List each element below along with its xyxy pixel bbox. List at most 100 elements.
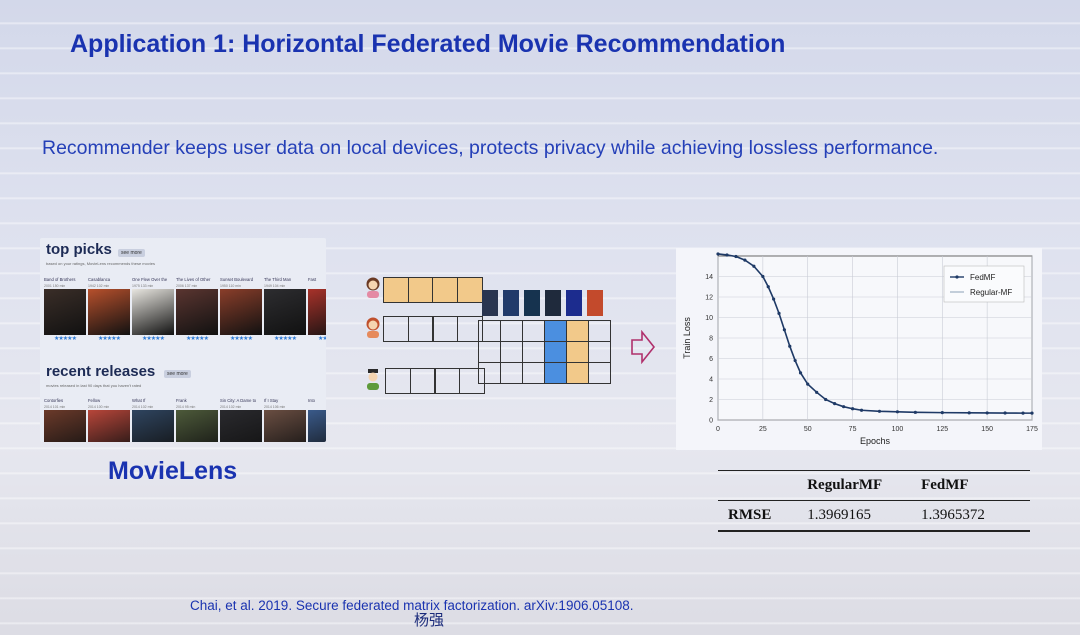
movie-card[interactable]: Casablanca 1942 102 min ★★★★★	[88, 277, 130, 344]
fedmf-data-point	[967, 411, 971, 415]
movie-card[interactable]: Fast ★★★★★	[308, 277, 326, 344]
movie-title: Fellow	[88, 398, 101, 403]
movie-poster[interactable]	[176, 289, 218, 335]
movie-meta: 2001 150 min	[44, 284, 66, 288]
x-axis-label: Epochs	[860, 436, 891, 446]
item-poster-thumb	[545, 290, 561, 316]
x-tick-label: 50	[804, 426, 812, 433]
y-tick-label: 6	[709, 356, 713, 363]
fedmf-data-point	[1021, 411, 1025, 415]
movie-poster[interactable]	[308, 289, 326, 335]
movie-title: Band of Brothers	[44, 277, 76, 282]
movie-poster[interactable]	[264, 410, 306, 442]
item-poster-thumb	[503, 290, 519, 316]
movie-poster[interactable]	[220, 289, 262, 335]
matrix-cell	[543, 361, 567, 384]
movie-meta: 2014 102 min	[132, 405, 154, 409]
movie-card[interactable]: Contorfies 2014 101 min	[44, 398, 86, 442]
table-header-regularmf: RegularMF	[807, 477, 883, 494]
fedmf-data-point	[877, 409, 882, 413]
movie-card[interactable]: Into	[308, 398, 326, 442]
fedmf-data-point	[798, 371, 803, 375]
top-picks-description: based on your ratings, MovieLens recomme…	[46, 261, 155, 266]
movie-meta: 1942 102 min	[88, 284, 110, 288]
movie-rating-stars[interactable]: ★★★★★	[186, 336, 209, 342]
movie-poster[interactable]	[44, 289, 86, 335]
matrix-cell	[587, 340, 611, 363]
movie-meta: 2014 101 min	[44, 405, 66, 409]
fedmf-data-point	[985, 411, 989, 415]
movie-poster[interactable]	[308, 410, 326, 442]
movie-rating-stars[interactable]: ★★★★★	[274, 336, 297, 342]
matrix-cell	[587, 319, 611, 342]
user-female-icon	[366, 277, 380, 298]
movie-meta: 2014 102 min	[220, 405, 242, 409]
recent-releases-description: movies released in last 90 days that you…	[46, 383, 142, 388]
movie-title: The Third Man	[264, 277, 292, 282]
legend-box	[943, 265, 1025, 303]
movie-title: Into	[308, 398, 315, 403]
movie-poster[interactable]	[220, 410, 262, 442]
movie-card[interactable]: Frank 2014 95 min	[176, 398, 218, 442]
movie-title: What If	[132, 398, 146, 403]
matrix-cell	[477, 340, 501, 363]
fedmf-data-point	[850, 407, 855, 411]
matrix-cell	[477, 319, 501, 342]
movielens-screenshot: top picks see more based on your ratings…	[40, 238, 326, 442]
fedmf-data-point	[761, 274, 765, 279]
y-tick-label: 2	[709, 397, 713, 404]
table-top-rule	[718, 470, 1030, 472]
movie-card[interactable]: One Flew Over the 1975 133 min ★★★★★	[132, 277, 174, 344]
movie-rating-stars[interactable]: ★★★★★	[142, 336, 165, 342]
movie-card[interactable]: Sunset Boulevard 1950 110 min ★★★★★	[220, 277, 262, 344]
movie-meta: 2014 106 min	[264, 405, 286, 409]
movie-card[interactable]: Sin City: A Dame to 2014 102 min	[220, 398, 262, 442]
movie-poster[interactable]	[88, 410, 130, 442]
user-male-icon	[367, 369, 379, 390]
x-tick-label: 25	[759, 426, 767, 433]
slide-subtitle: Recommender keeps user data on local dev…	[42, 137, 939, 159]
y-tick-label: 8	[709, 336, 713, 343]
item-posters	[482, 290, 603, 316]
movie-poster[interactable]	[44, 410, 86, 442]
y-tick-label: 4	[709, 377, 713, 384]
matrix-cell	[477, 361, 501, 384]
rmse-label: RMSE	[728, 507, 772, 524]
movie-poster[interactable]	[176, 410, 218, 442]
movie-card[interactable]: The Lives of Other 2006 137 min ★★★★★	[176, 277, 218, 344]
x-tick-label: 150	[981, 426, 993, 433]
movie-card[interactable]: Fellow 2014 100 min	[88, 398, 130, 442]
movie-card[interactable]: The Third Man 1949 104 min ★★★★★	[264, 277, 306, 344]
movie-poster[interactable]	[132, 410, 174, 442]
fedmf-data-point	[788, 344, 792, 348]
movie-card[interactable]: If I Stay 2014 106 min	[264, 398, 306, 442]
movie-rating-stars[interactable]: ★★★★★	[98, 336, 121, 342]
top-picks-row: Band of Brothers 2001 150 min ★★★★★ Casabla…	[44, 277, 326, 344]
fedmf-data-point	[815, 390, 819, 394]
recent-releases-heading: recent releases	[46, 363, 156, 380]
movie-rating-stars[interactable]: ★★★★★	[54, 336, 77, 342]
movie-poster[interactable]	[264, 289, 306, 335]
fedmf-data-point	[824, 397, 828, 402]
movie-title: Fast	[308, 277, 317, 282]
movie-rating-stars[interactable]: ★★★★★	[230, 336, 253, 342]
y-tick-label: 14	[705, 274, 713, 281]
legend-marker-fedmf	[955, 275, 959, 279]
item-poster-thumb	[482, 290, 498, 316]
movie-poster[interactable]	[132, 289, 174, 335]
matrix-cell	[565, 319, 589, 342]
movie-poster[interactable]	[88, 289, 130, 335]
matrix-cell	[499, 319, 523, 342]
fedmf-data-point	[1003, 411, 1007, 415]
x-tick-label: 100	[892, 426, 904, 433]
movie-card[interactable]: Band of Brothers 2001 150 min ★★★★★	[44, 277, 86, 344]
movie-title: One Flew Over the	[132, 277, 168, 282]
x-tick-label: 175	[1026, 426, 1038, 433]
y-tick-label: 0	[709, 418, 713, 425]
recent-releases-see-more: see more	[164, 370, 191, 378]
user-vector-1	[382, 277, 484, 303]
movie-card[interactable]: What If 2014 102 min	[132, 398, 174, 442]
movie-rating-stars[interactable]: ★★★★★	[318, 336, 326, 342]
fedmf-data-point	[793, 358, 797, 363]
fedmf-data-point	[772, 297, 776, 301]
